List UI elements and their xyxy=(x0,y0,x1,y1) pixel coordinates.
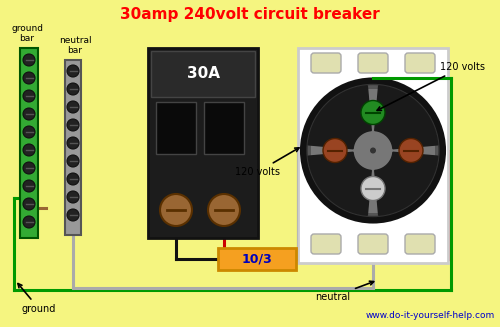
Bar xyxy=(156,102,196,154)
Bar xyxy=(218,248,296,270)
Circle shape xyxy=(23,216,35,228)
FancyBboxPatch shape xyxy=(358,234,388,254)
Circle shape xyxy=(323,139,347,163)
Circle shape xyxy=(67,191,79,203)
Text: neutral: neutral xyxy=(315,281,374,302)
Text: ground: ground xyxy=(18,284,57,314)
Bar xyxy=(298,48,448,263)
Text: ground
bar: ground bar xyxy=(11,24,43,43)
Circle shape xyxy=(208,194,240,226)
Text: www.do-it-yourself-help.com: www.do-it-yourself-help.com xyxy=(366,311,495,320)
Circle shape xyxy=(67,101,79,113)
Circle shape xyxy=(361,100,385,125)
Bar xyxy=(151,51,255,97)
Polygon shape xyxy=(374,86,438,149)
Circle shape xyxy=(399,139,423,163)
Circle shape xyxy=(23,126,35,138)
Circle shape xyxy=(67,65,79,77)
Text: 120 volts: 120 volts xyxy=(235,148,299,177)
Text: 120 volts: 120 volts xyxy=(377,62,485,111)
Bar xyxy=(311,134,435,166)
Circle shape xyxy=(67,83,79,95)
Bar xyxy=(204,102,244,154)
Circle shape xyxy=(23,72,35,84)
Circle shape xyxy=(67,209,79,221)
FancyBboxPatch shape xyxy=(358,53,388,73)
Circle shape xyxy=(67,119,79,131)
Circle shape xyxy=(67,173,79,185)
Circle shape xyxy=(23,144,35,156)
Circle shape xyxy=(23,198,35,210)
Circle shape xyxy=(370,147,376,153)
Circle shape xyxy=(67,137,79,149)
FancyBboxPatch shape xyxy=(405,53,435,73)
FancyBboxPatch shape xyxy=(311,53,341,73)
Circle shape xyxy=(23,54,35,66)
Circle shape xyxy=(361,177,385,200)
Circle shape xyxy=(67,155,79,167)
Polygon shape xyxy=(308,86,372,149)
Circle shape xyxy=(307,84,439,216)
Text: 30amp 240volt circuit breaker: 30amp 240volt circuit breaker xyxy=(120,8,380,23)
FancyBboxPatch shape xyxy=(311,234,341,254)
Bar xyxy=(65,60,81,235)
Polygon shape xyxy=(308,152,372,215)
Circle shape xyxy=(160,194,192,226)
Circle shape xyxy=(301,78,445,222)
Circle shape xyxy=(23,90,35,102)
Circle shape xyxy=(23,180,35,192)
Circle shape xyxy=(23,162,35,174)
Bar xyxy=(357,89,389,213)
Text: 10/3: 10/3 xyxy=(242,252,272,266)
Bar xyxy=(148,48,258,238)
Circle shape xyxy=(23,108,35,120)
FancyBboxPatch shape xyxy=(405,234,435,254)
Bar xyxy=(20,48,38,238)
Text: neutral
bar: neutral bar xyxy=(58,36,92,55)
Text: 30A: 30A xyxy=(186,66,220,81)
Polygon shape xyxy=(374,152,438,215)
